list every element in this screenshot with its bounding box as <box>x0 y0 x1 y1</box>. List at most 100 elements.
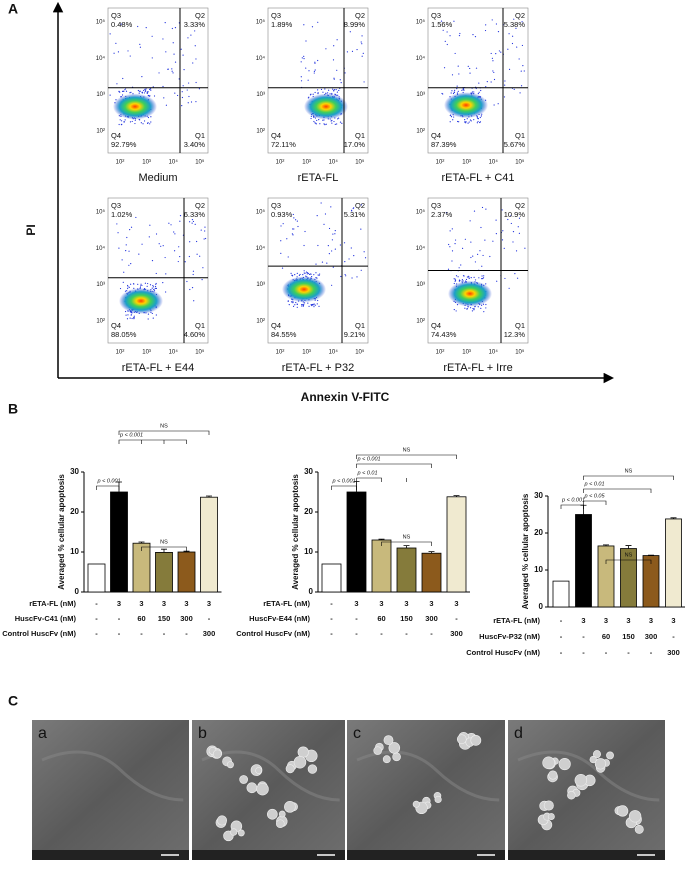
event-dot <box>472 307 474 310</box>
event-dot <box>280 240 282 242</box>
table-cell: - <box>560 616 563 625</box>
event-dot <box>314 62 316 64</box>
event-dot <box>310 273 312 275</box>
event-dot <box>303 55 305 57</box>
bar <box>321 563 342 593</box>
event-dot <box>353 255 355 257</box>
event-dot <box>186 89 188 91</box>
event-dot <box>457 120 459 123</box>
significance-bracket <box>381 541 432 546</box>
event-dot <box>328 227 331 230</box>
cell-cluster <box>284 801 296 813</box>
cell-cluster <box>237 829 245 837</box>
event-dot <box>356 48 358 51</box>
event-dot <box>452 92 455 95</box>
event-dot <box>311 304 313 307</box>
event-dot <box>498 50 501 52</box>
event-dot <box>194 30 196 32</box>
event-dot <box>139 285 142 287</box>
significance-label: p < 0.001 <box>561 497 585 503</box>
event-dot <box>312 93 314 95</box>
cell-cluster <box>628 810 642 823</box>
event-dot <box>337 118 339 120</box>
event-dot <box>139 46 142 48</box>
y-tick-label: 10² <box>416 319 425 325</box>
event-dot <box>124 310 127 313</box>
quadrant-name: Q1 <box>195 131 205 140</box>
event-dot <box>196 253 198 255</box>
event-dot <box>448 243 450 246</box>
quadrant-name: Q2 <box>195 201 205 210</box>
y-tick-label: 10⁵ <box>256 19 266 26</box>
event-dot <box>179 215 182 217</box>
event-dot <box>191 219 194 221</box>
event-dot <box>322 91 324 93</box>
cell-cluster <box>382 755 391 764</box>
event-dot <box>317 299 319 302</box>
event-dot <box>323 119 325 121</box>
event-dot <box>126 236 128 239</box>
cell-cluster <box>267 808 278 820</box>
event-dot <box>360 269 362 271</box>
event-dot <box>344 72 346 74</box>
significance-bracket <box>356 454 457 459</box>
table-cell: 3 <box>626 616 630 625</box>
table-cell: - <box>650 648 653 657</box>
event-dot <box>307 302 309 304</box>
event-dot <box>465 278 468 281</box>
event-dot <box>350 209 353 211</box>
x-tick-label: 10⁵ <box>355 159 365 166</box>
event-dot <box>188 255 190 258</box>
event-dot <box>152 284 154 287</box>
table-cell: - <box>118 614 121 623</box>
event-dot <box>300 76 302 78</box>
table-cell: - <box>672 632 675 641</box>
event-dot <box>352 207 354 210</box>
event-dot <box>294 304 296 306</box>
event-dot <box>333 90 335 92</box>
event-dot <box>512 231 515 233</box>
event-dot <box>307 272 310 275</box>
event-dot <box>130 283 132 285</box>
event-dot <box>475 67 478 69</box>
event-dot <box>308 273 311 276</box>
event-dot <box>296 272 298 274</box>
event-dot <box>173 231 175 233</box>
event-dot <box>194 45 196 47</box>
quadrant-value: 0.48% <box>111 20 133 29</box>
event-dot <box>323 123 325 125</box>
event-dot <box>129 229 131 231</box>
table-row-label: rETA-FL (nM) <box>493 616 540 625</box>
x-tick-label: 10³ <box>142 160 151 166</box>
panel-label: A <box>8 1 18 17</box>
event-dot <box>454 278 456 280</box>
event-dot <box>330 120 332 122</box>
event-dot <box>109 33 111 35</box>
event-dot <box>503 96 506 98</box>
event-dot <box>510 214 512 217</box>
table-cell: 3 <box>354 599 358 608</box>
event-dot <box>280 225 282 227</box>
table-cell: - <box>455 614 458 623</box>
cell-cluster <box>434 795 442 804</box>
event-dot <box>474 36 477 38</box>
event-dot <box>147 95 149 97</box>
event-dot <box>130 314 132 316</box>
significance-bracket <box>356 463 432 468</box>
quadrant-value: 88.05% <box>111 330 137 339</box>
event-dot <box>127 314 129 316</box>
event-dot <box>327 245 329 247</box>
event-dot <box>348 258 350 260</box>
event-dot <box>163 97 165 99</box>
event-dot <box>153 288 155 291</box>
event-dot <box>292 213 294 216</box>
event-dot <box>453 116 455 118</box>
y-axis-label: Averaged % cellular apoptosis <box>57 474 66 590</box>
event-dot <box>290 301 293 303</box>
plot-frame <box>267 7 369 154</box>
event-dot <box>147 91 149 93</box>
density-blob <box>444 92 488 119</box>
event-dot <box>456 88 458 90</box>
y-tick-label: 30 <box>70 467 79 476</box>
event-dot <box>144 88 146 91</box>
